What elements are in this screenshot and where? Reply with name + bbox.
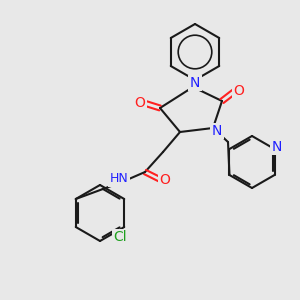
Text: N: N bbox=[271, 140, 282, 154]
Text: O: O bbox=[135, 96, 146, 110]
Text: HN: HN bbox=[110, 172, 128, 185]
Text: O: O bbox=[234, 84, 244, 98]
Text: Cl: Cl bbox=[113, 230, 127, 244]
Text: O: O bbox=[160, 173, 170, 187]
Text: N: N bbox=[190, 76, 200, 90]
Text: N: N bbox=[212, 124, 222, 138]
